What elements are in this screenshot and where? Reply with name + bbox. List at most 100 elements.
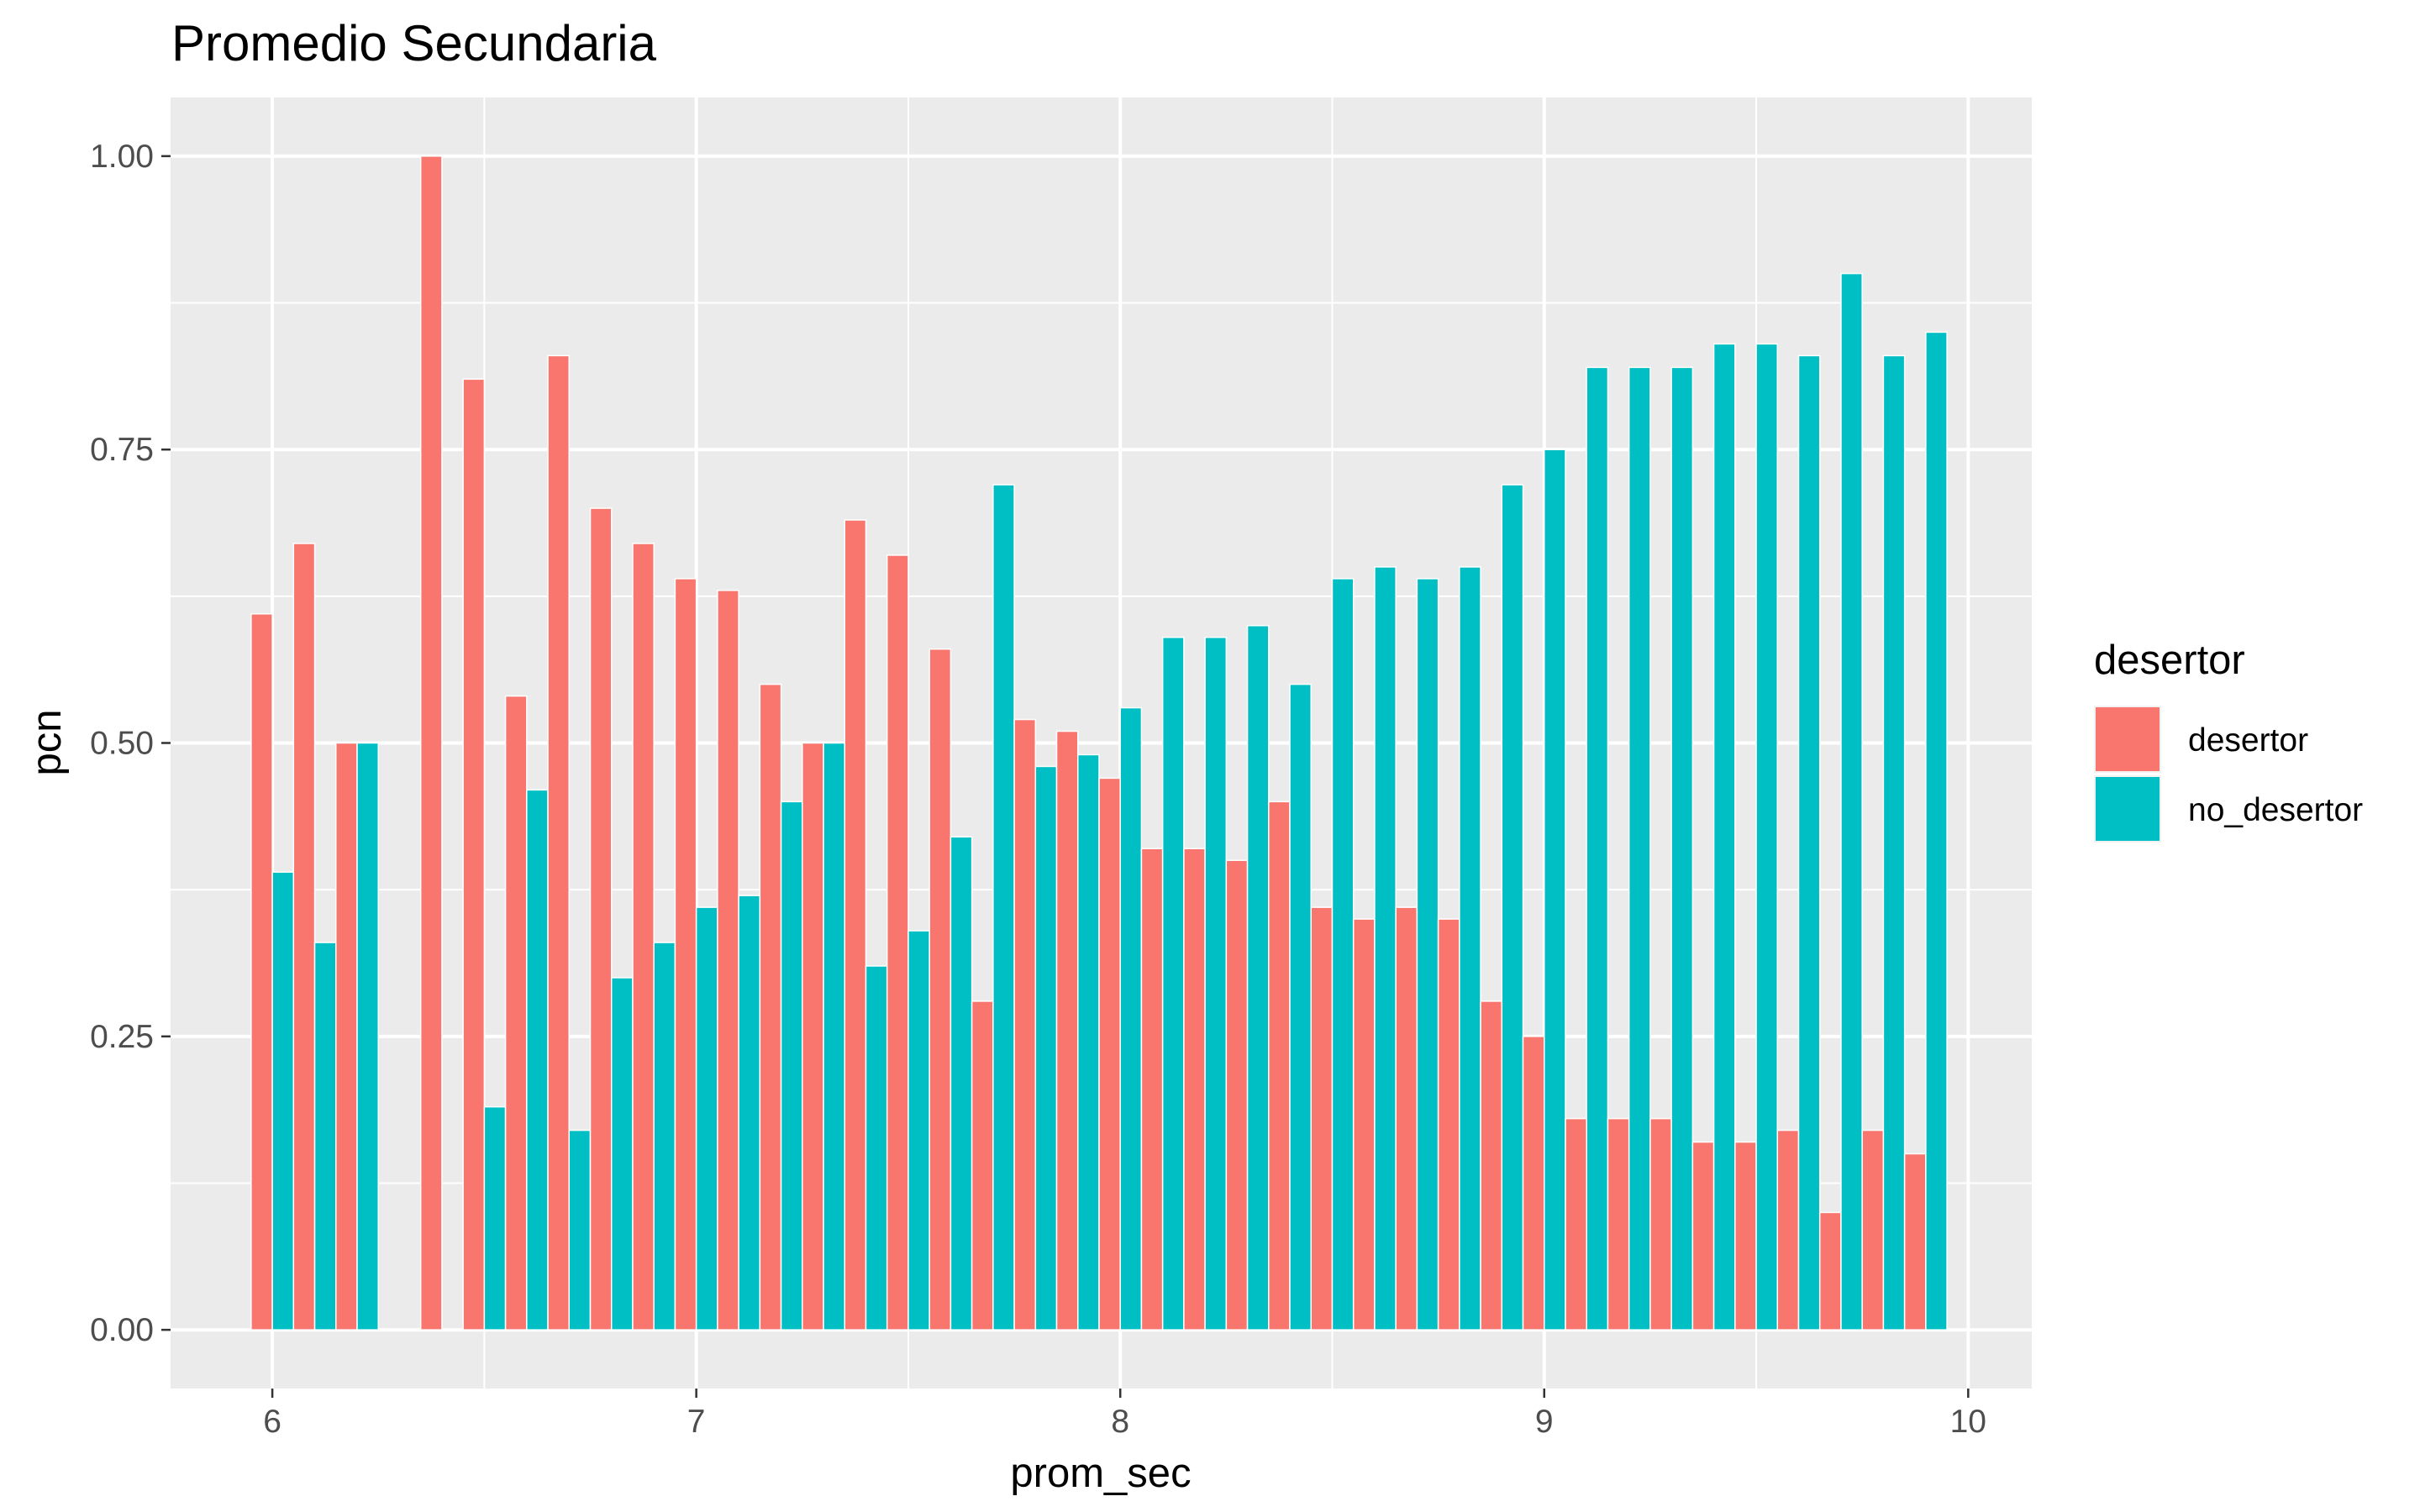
bar-desertor (1098, 777, 1121, 1331)
bar-desertor (1903, 1152, 1927, 1331)
bar-no_desertor (865, 965, 888, 1331)
chart-title: Promedio Secundaria (171, 15, 657, 71)
bar-desertor (1861, 1129, 1885, 1331)
bar-desertor (717, 590, 739, 1331)
legend-key-desertor (2096, 707, 2160, 771)
x-tick-label: 6 (263, 1404, 281, 1440)
bars (250, 155, 1948, 1331)
bar-no_desertor (1501, 484, 1524, 1331)
bar-no_desertor (1289, 683, 1313, 1331)
bar-no_desertor (738, 895, 761, 1331)
bar-no_desertor (1670, 366, 1694, 1331)
bar-no_desertor (1119, 706, 1143, 1331)
bar-desertor (419, 155, 443, 1331)
bar-no_desertor (1544, 449, 1566, 1331)
bar-no_desertor (780, 801, 803, 1331)
bar-desertor (292, 543, 316, 1331)
bar-desertor (1225, 859, 1249, 1331)
bar-desertor (504, 695, 528, 1331)
bar-desertor (886, 554, 909, 1331)
bar-desertor (589, 507, 613, 1331)
legend-key-no_desertor (2096, 777, 2160, 841)
bar-desertor (929, 648, 952, 1331)
bar-no_desertor (483, 1105, 507, 1331)
bar-desertor (1055, 730, 1079, 1331)
bar-no_desertor (1161, 636, 1185, 1331)
bar-desertor (250, 613, 273, 1331)
bar-desertor (1268, 801, 1291, 1331)
x-tick-label: 8 (1111, 1404, 1129, 1440)
legend-label-desertor: desertor (2188, 722, 2308, 759)
bar-no_desertor (1712, 343, 1736, 1331)
bar-no_desertor (1034, 765, 1058, 1331)
bar-desertor (632, 543, 655, 1331)
bar-no_desertor (950, 836, 973, 1331)
bar-desertor (1522, 1036, 1545, 1331)
bar-no_desertor (1755, 343, 1779, 1331)
bar-no_desertor (992, 484, 1015, 1331)
bar-desertor (1480, 1000, 1503, 1331)
y-axis-title: pcn (24, 709, 70, 775)
bar-no_desertor (1076, 753, 1100, 1331)
legend: desertor desertor no_desertor (2094, 638, 2363, 843)
bar-no_desertor (568, 1129, 592, 1331)
bar-desertor (802, 742, 824, 1331)
bar-no_desertor (1840, 272, 1863, 1331)
bar-no_desertor (695, 906, 718, 1331)
bar-no_desertor (653, 942, 676, 1331)
bar-desertor (462, 378, 486, 1331)
bar-desertor (1395, 906, 1418, 1331)
bar-desertor (1649, 1117, 1672, 1331)
bar-desertor (1140, 848, 1164, 1331)
bar-desertor (971, 1000, 994, 1331)
bar-desertor (1310, 906, 1334, 1331)
x-tick-label: 10 (1950, 1404, 1986, 1440)
x-axis: 6 7 8 9 10 (263, 1389, 1986, 1440)
bar-desertor (1607, 1117, 1630, 1331)
bar-no_desertor (526, 789, 549, 1331)
bar-desertor (1565, 1117, 1587, 1331)
bar-desertor (1691, 1141, 1715, 1331)
bar-desertor (335, 742, 358, 1331)
bar-desertor (674, 578, 697, 1331)
bar-no_desertor (1374, 566, 1397, 1331)
bar-desertor (1183, 848, 1206, 1331)
bar-desertor (1013, 718, 1037, 1331)
y-tick-label: 0.00 (90, 1312, 154, 1348)
bar-no_desertor (823, 742, 845, 1331)
bar-no_desertor (1797, 354, 1821, 1331)
bar-no_desertor (1416, 578, 1439, 1331)
bar-desertor (547, 354, 571, 1331)
bar-no_desertor (1331, 578, 1355, 1331)
bar-no_desertor (1925, 331, 1948, 1331)
x-axis-title: prom_sec (1010, 1451, 1191, 1496)
bar-no_desertor (1628, 366, 1651, 1331)
bar-no_desertor (313, 942, 337, 1331)
x-tick-label: 9 (1535, 1404, 1554, 1440)
bar-desertor (1776, 1129, 1800, 1331)
bar-desertor (1734, 1141, 1757, 1331)
bar-desertor (1352, 918, 1376, 1331)
y-tick-label: 0.50 (90, 726, 154, 762)
bar-no_desertor (1882, 354, 1906, 1331)
x-tick-label: 7 (687, 1404, 706, 1440)
legend-title: desertor (2094, 638, 2245, 683)
y-tick-label: 1.00 (90, 139, 154, 175)
bar-no_desertor (1204, 636, 1228, 1331)
bar-no_desertor (1459, 566, 1481, 1331)
bar-no_desertor (356, 742, 379, 1331)
bar-desertor (844, 519, 867, 1331)
bar-no_desertor (908, 930, 930, 1331)
bar-no_desertor (1586, 366, 1609, 1331)
bar-desertor (759, 683, 782, 1331)
bar-desertor (1437, 918, 1460, 1331)
bar-no_desertor (610, 977, 634, 1331)
y-tick-label: 0.75 (90, 432, 154, 468)
bar-desertor (1818, 1211, 1842, 1331)
y-tick-label: 0.25 (90, 1019, 154, 1055)
y-axis: 0.00 0.25 0.50 0.75 1.00 (90, 139, 171, 1348)
bar-no_desertor (1246, 625, 1270, 1331)
legend-label-no_desertor: no_desertor (2188, 792, 2363, 828)
bar-no_desertor (271, 871, 295, 1331)
